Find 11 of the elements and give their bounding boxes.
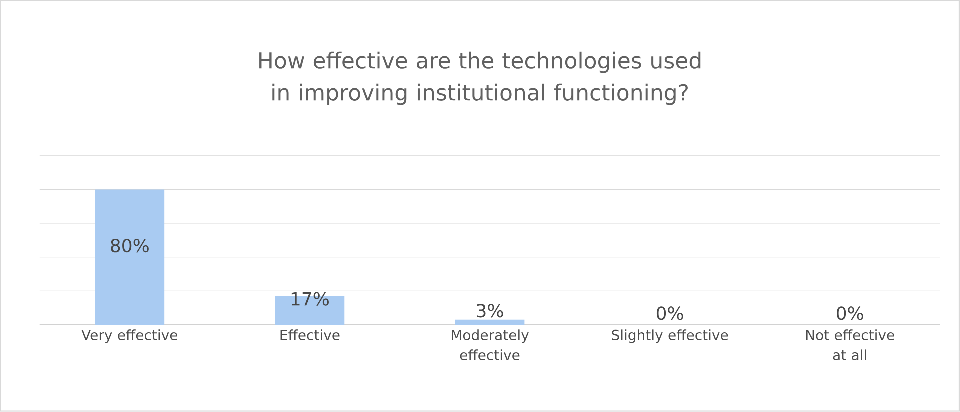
x-tick-label: Slightly effective <box>612 330 728 344</box>
x-tick-label: Very effective <box>82 330 178 344</box>
data-label: 0% <box>837 306 864 320</box>
x-tick-label: Effective <box>280 330 340 341</box>
data-label: 3% <box>477 304 504 318</box>
x-tick-label: Moderately effective <box>452 330 529 361</box>
chart-title: How effective are the technologies used in improving institutional functioning? <box>260 52 701 106</box>
data-label: 80% <box>111 239 149 253</box>
x-tick-label: Not effective at all <box>806 330 894 361</box>
data-label: 0% <box>656 306 684 320</box>
data-label: 17% <box>292 292 329 306</box>
